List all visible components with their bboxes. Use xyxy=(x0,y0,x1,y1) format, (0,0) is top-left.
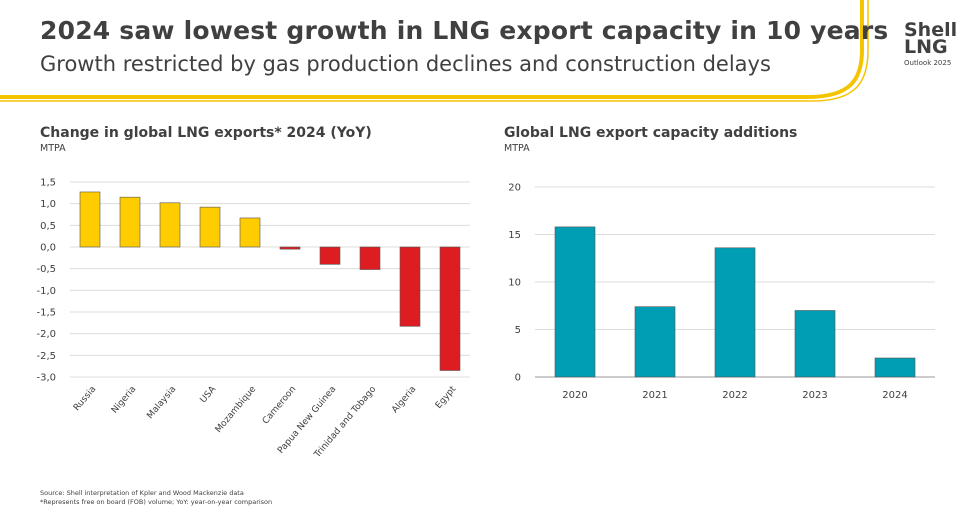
right-category-label: 2022 xyxy=(722,390,747,401)
left-category-label: Cameroon xyxy=(261,385,298,427)
right-category-label: 2021 xyxy=(642,390,667,401)
exports-change-chart: 1,5 1,0 0,5 0,0 -0,5 -1,0 -1,5 -2,0 -2,5 -3,0 Russ… xyxy=(36,178,470,461)
right-bar xyxy=(634,306,676,378)
left-ytick-label: -0,5 xyxy=(36,264,56,275)
left-category-label: USA xyxy=(199,384,219,405)
footer-source: Source: Shell interpretation of Kpler an… xyxy=(40,489,244,497)
left-category-label: Algeria xyxy=(390,385,418,416)
right-ytick-label: 0 xyxy=(515,373,521,384)
right-bar xyxy=(874,357,916,378)
left-bar xyxy=(439,246,461,371)
right-ytick-label: 10 xyxy=(508,278,521,289)
left-bar xyxy=(119,196,141,248)
header-band: 2024 saw lowest growth in LNG export cap… xyxy=(0,0,966,104)
brand-product: LNG xyxy=(904,36,948,58)
left-bar xyxy=(279,246,301,250)
right-ytick-label: 20 xyxy=(508,183,521,194)
right-ytick-label: 15 xyxy=(508,230,521,241)
left-ytick-label: -1,5 xyxy=(36,308,56,319)
left-bar xyxy=(359,246,381,270)
left-bar xyxy=(159,202,181,248)
left-ytick-label: -3,0 xyxy=(36,373,56,384)
left-ytick-label: -2,5 xyxy=(36,351,56,362)
page-subtitle: Growth restricted by gas production decl… xyxy=(40,52,771,76)
page-title: 2024 saw lowest growth in LNG export cap… xyxy=(40,16,889,45)
right-bar xyxy=(714,247,756,378)
left-ytick-label: 1,5 xyxy=(40,178,56,189)
left-chart-unit: MTPA xyxy=(40,143,66,154)
right-chart-title: Global LNG export capacity additions xyxy=(504,125,798,141)
right-category-label: 2020 xyxy=(562,390,587,401)
left-ytick-label: 0,0 xyxy=(40,243,56,254)
right-category-label: 2023 xyxy=(802,390,827,401)
brand-logo: Shell LNG Outlook 2025 xyxy=(904,19,964,68)
capacity-additions-chart: 20 15 10 5 0 2020 2021 2022 2023 2024 xyxy=(508,183,935,401)
left-bar xyxy=(79,191,101,248)
right-bar xyxy=(794,310,836,378)
right-chart-unit: MTPA xyxy=(504,143,530,154)
left-ytick-label: 1,0 xyxy=(40,199,56,210)
left-bar xyxy=(199,206,221,248)
left-bar xyxy=(399,246,421,327)
left-category-label: Russia xyxy=(72,385,98,414)
right-category-label: 2024 xyxy=(882,390,907,401)
left-category-label: Mozambique xyxy=(214,384,259,435)
left-category-label: Egypt xyxy=(434,384,459,411)
left-bar xyxy=(319,246,341,265)
left-ytick-label: 0,5 xyxy=(40,221,56,232)
left-chart-title: Change in global LNG exports* 2024 (YoY) xyxy=(40,125,372,141)
left-bar xyxy=(239,217,261,248)
left-ytick-label: -2,0 xyxy=(36,329,56,340)
brand-name: Shell xyxy=(904,19,958,41)
footer-notes: Source: Shell interpretation of Kpler an… xyxy=(40,489,272,507)
right-ytick-label: 5 xyxy=(515,325,521,336)
footer-footnote: *Represents free on board (FOB) volume; … xyxy=(40,498,273,506)
brand-edition: Outlook 2025 xyxy=(904,59,952,67)
left-category-label: Nigeria xyxy=(110,385,138,416)
right-bar xyxy=(554,226,596,378)
left-category-label: Malaysia xyxy=(145,385,178,422)
header-accent-line xyxy=(0,0,869,102)
left-ytick-label: -1,0 xyxy=(36,286,56,297)
